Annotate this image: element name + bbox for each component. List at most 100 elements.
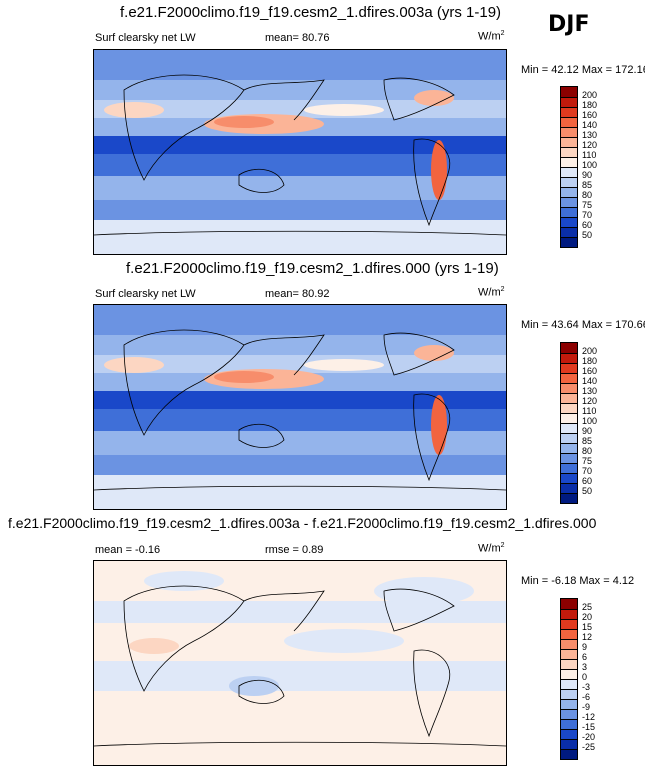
colorbar-swatch bbox=[561, 433, 577, 443]
colorbar-tick-label: 160 bbox=[582, 110, 598, 120]
colorbar-swatch bbox=[561, 97, 577, 107]
panel-2-colorbar bbox=[560, 342, 578, 504]
colorbar-swatch bbox=[561, 619, 577, 629]
colorbar-tick-label: 100 bbox=[582, 160, 598, 170]
colorbar-tick-label: -15 bbox=[582, 722, 596, 732]
colorbar-tick-label: 130 bbox=[582, 130, 598, 140]
colorbar-swatch bbox=[561, 729, 577, 739]
colorbar-swatch bbox=[561, 719, 577, 729]
panel-3-colorbar bbox=[560, 598, 578, 760]
colorbar-tick-label: 50 bbox=[582, 486, 593, 496]
panel-3-map-svg bbox=[94, 561, 506, 765]
colorbar-swatch bbox=[561, 237, 577, 247]
colorbar-tick-label: 15 bbox=[582, 622, 593, 632]
colorbar-swatch bbox=[561, 739, 577, 749]
colorbar-swatch bbox=[561, 463, 577, 473]
colorbar-tick-label: 130 bbox=[582, 386, 598, 396]
colorbar-tick-label: 90 bbox=[582, 170, 593, 180]
panel-1-map bbox=[93, 49, 507, 255]
colorbar-swatch bbox=[561, 679, 577, 689]
colorbar-tick-label: 100 bbox=[582, 416, 598, 426]
colorbar-tick-label: 50 bbox=[582, 230, 593, 240]
colorbar-tick-label: 85 bbox=[582, 436, 593, 446]
colorbar-tick-label: -25 bbox=[582, 742, 596, 752]
colorbar-tick-label: -3 bbox=[582, 682, 591, 692]
colorbar-swatch bbox=[561, 689, 577, 699]
colorbar-tick-label: 120 bbox=[582, 396, 598, 406]
panel-2-units: W/m2 bbox=[478, 286, 505, 299]
colorbar-swatch bbox=[561, 343, 577, 353]
colorbar-swatch bbox=[561, 363, 577, 373]
colorbar-tick-label: 25 bbox=[582, 602, 593, 612]
panel-3-mean-label: mean = -0.16 bbox=[95, 544, 161, 556]
colorbar-tick-label: 110 bbox=[582, 406, 597, 416]
colorbar-swatch bbox=[561, 659, 577, 669]
colorbar-tick-label: 180 bbox=[582, 100, 598, 110]
colorbar-swatch bbox=[561, 639, 577, 649]
colorbar-swatch bbox=[561, 423, 577, 433]
colorbar-swatch bbox=[561, 227, 577, 237]
colorbar-swatch bbox=[561, 197, 577, 207]
colorbar-swatch bbox=[561, 217, 577, 227]
colorbar-swatch bbox=[561, 453, 577, 463]
colorbar-swatch bbox=[561, 649, 577, 659]
colorbar-swatch bbox=[561, 107, 577, 117]
season-label: DJF bbox=[548, 12, 590, 37]
colorbar-swatch bbox=[561, 599, 577, 609]
colorbar-tick-label: 160 bbox=[582, 366, 598, 376]
panel-1-colorbar bbox=[560, 86, 578, 248]
colorbar-swatch bbox=[561, 373, 577, 383]
colorbar-swatch bbox=[561, 709, 577, 719]
colorbar-swatch bbox=[561, 177, 577, 187]
panel-1-title: f.e21.F2000climo.f19_f19.cesm2_1.dfires.… bbox=[120, 4, 502, 21]
panel-3-map bbox=[93, 560, 507, 766]
panel-2-map-svg bbox=[94, 305, 506, 509]
colorbar-tick-label: 80 bbox=[582, 446, 593, 456]
panel-1-units: W/m2 bbox=[478, 30, 505, 43]
colorbar-swatch bbox=[561, 87, 577, 97]
colorbar-tick-label: 140 bbox=[582, 120, 598, 130]
colorbar-swatch bbox=[561, 413, 577, 423]
colorbar-swatch bbox=[561, 393, 577, 403]
colorbar-tick-label: 85 bbox=[582, 180, 593, 190]
panel-3-rmse-label: rmse = 0.89 bbox=[265, 544, 324, 556]
panel-3-units: W/m2 bbox=[478, 542, 505, 555]
panel-1-minmax: Min = 42.12 Max = 172.16 bbox=[521, 64, 645, 76]
colorbar-swatch bbox=[561, 353, 577, 363]
colorbar-swatch bbox=[561, 493, 577, 503]
colorbar-tick-label: -6 bbox=[582, 692, 591, 702]
panel-1-mean-label: mean= 80.76 bbox=[265, 32, 330, 44]
colorbar-tick-label: 60 bbox=[582, 220, 593, 230]
colorbar-swatch bbox=[561, 699, 577, 709]
colorbar-tick-label: 200 bbox=[582, 90, 598, 100]
colorbar-swatch bbox=[561, 669, 577, 679]
colorbar-tick-label: 75 bbox=[582, 456, 593, 466]
colorbar-swatch bbox=[561, 483, 577, 493]
colorbar-swatch bbox=[561, 749, 577, 759]
colorbar-swatch bbox=[561, 137, 577, 147]
colorbar-tick-label: 60 bbox=[582, 476, 593, 486]
panel-1-variable-label: Surf clearsky net LW bbox=[95, 32, 196, 44]
colorbar-tick-label: 80 bbox=[582, 190, 593, 200]
colorbar-tick-label: 110 bbox=[582, 150, 597, 160]
colorbar-tick-label: 180 bbox=[582, 356, 598, 366]
colorbar-tick-label: 75 bbox=[582, 200, 593, 210]
colorbar-tick-label: 120 bbox=[582, 140, 598, 150]
colorbar-tick-label: 140 bbox=[582, 376, 598, 386]
colorbar-swatch bbox=[561, 443, 577, 453]
colorbar-tick-label: 70 bbox=[582, 210, 593, 220]
panel-2-map bbox=[93, 304, 507, 510]
panel-2-mean-label: mean= 80.92 bbox=[265, 288, 330, 300]
panel-3-title: f.e21.F2000climo.f19_f19.cesm2_1.dfires.… bbox=[8, 515, 597, 531]
panel-1-map-svg bbox=[94, 50, 506, 254]
colorbar-tick-label: 9 bbox=[582, 642, 588, 652]
panel-3-minmax: Min = -6.18 Max = 4.12 bbox=[521, 575, 635, 587]
colorbar-swatch bbox=[561, 157, 577, 167]
colorbar-swatch bbox=[561, 117, 577, 127]
colorbar-swatch bbox=[561, 383, 577, 393]
panel-2-variable-label: Surf clearsky net LW bbox=[95, 288, 196, 300]
colorbar-tick-label: -20 bbox=[582, 732, 596, 742]
colorbar-tick-label: -9 bbox=[582, 702, 591, 712]
colorbar-tick-label: 70 bbox=[582, 466, 593, 476]
colorbar-swatch bbox=[561, 473, 577, 483]
